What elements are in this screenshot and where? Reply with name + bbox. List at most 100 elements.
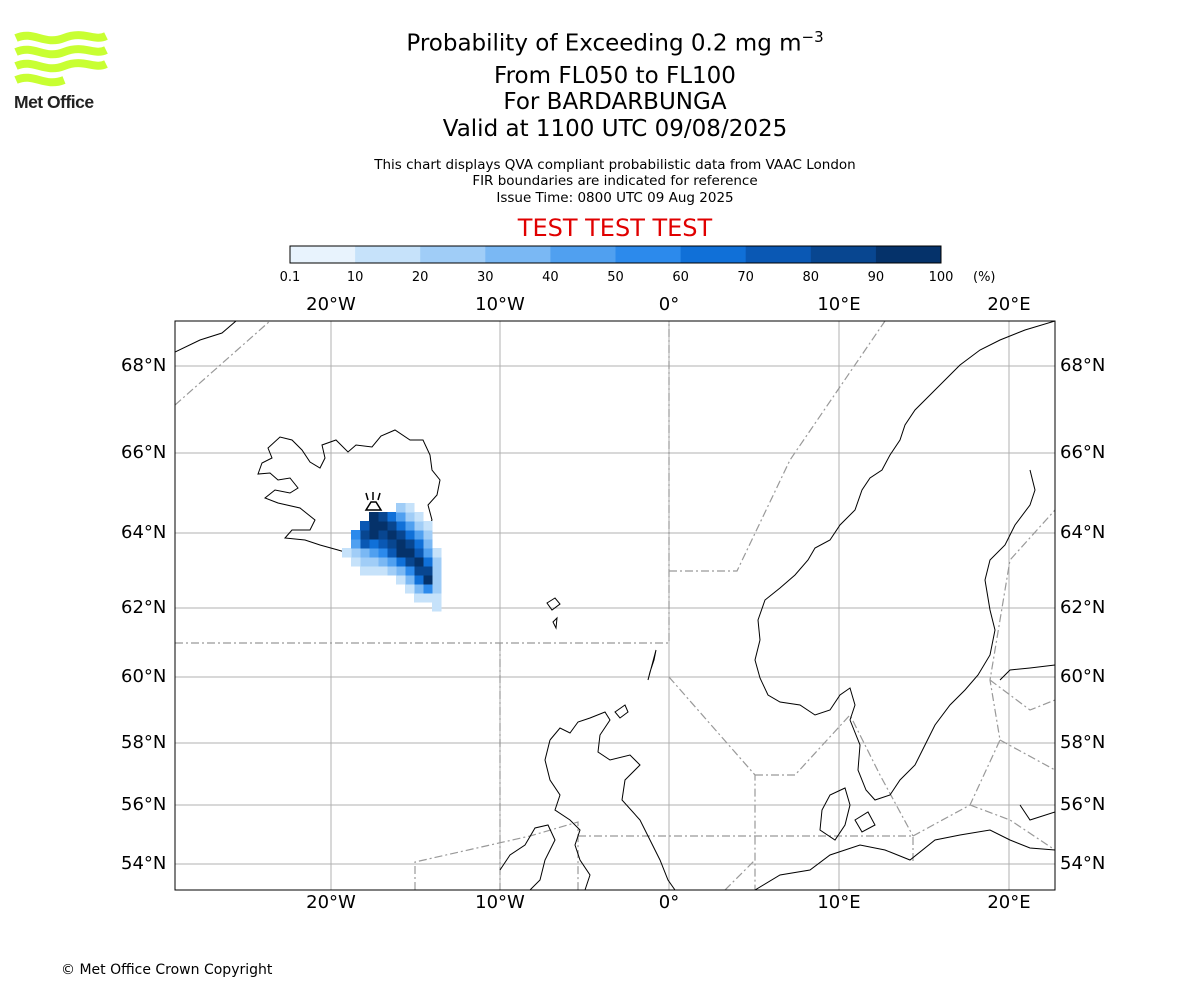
ash-cell — [387, 521, 397, 531]
colorbar-tick-label: 70 — [737, 270, 754, 285]
ash-cell — [414, 521, 424, 531]
latitude-label: 62°N — [121, 597, 167, 618]
ash-cell — [405, 575, 415, 585]
latitude-label: 60°N — [121, 666, 167, 687]
longitude-label: 0° — [658, 892, 680, 913]
issue-time: Issue Time: 0800 UTC 09 Aug 2025 — [496, 190, 734, 206]
ash-cell — [423, 530, 433, 540]
ash-cell — [378, 512, 388, 522]
colorbar-cell — [615, 246, 682, 263]
latitude-label: 56°N — [1060, 794, 1106, 815]
colorbar-tick-label: 40 — [542, 270, 559, 285]
met-office-waves-icon — [14, 31, 108, 87]
ash-cell — [405, 530, 415, 540]
longitude-label: 0° — [658, 294, 680, 315]
ash-cell — [405, 539, 415, 549]
ash-cell — [414, 566, 424, 576]
longitude-label: 20°E — [987, 294, 1031, 315]
ash-cell — [360, 566, 370, 576]
ash-cell — [396, 530, 406, 540]
ash-cell — [360, 521, 370, 531]
ash-cell — [414, 584, 424, 594]
ash-cell — [369, 539, 379, 549]
ash-cell — [396, 512, 406, 522]
ash-cell — [432, 575, 442, 585]
ash-cell — [378, 521, 388, 531]
ash-cell — [396, 521, 406, 531]
longitude-label: 20°W — [306, 294, 356, 315]
latitude-label: 66°N — [1060, 442, 1106, 463]
latitude-label: 64°N — [121, 522, 167, 543]
latitude-label: 54°N — [121, 853, 167, 874]
colorbar-tick-label: 10 — [346, 270, 364, 285]
note-fir: FIR boundaries are indicated for referen… — [472, 173, 758, 189]
fir-boundaries — [175, 321, 1055, 890]
ash-cell — [378, 566, 388, 576]
ash-cell — [432, 584, 442, 594]
latitude-label: 60°N — [1060, 666, 1106, 687]
map-frame — [174, 320, 1056, 891]
title-superscript: −3 — [801, 28, 824, 46]
ash-cell — [396, 539, 406, 549]
copyright: © Met Office Crown Copyright — [61, 962, 273, 978]
volcano-name: For BARDARBUNGA — [503, 89, 727, 115]
ash-cell — [387, 530, 397, 540]
colorbar — [289, 245, 942, 264]
ash-cell — [351, 557, 361, 567]
latitude-label: 64°N — [1060, 522, 1106, 543]
ash-cell — [387, 512, 397, 522]
ash-cell — [423, 548, 433, 558]
ash-cell — [405, 548, 415, 558]
ash-cell — [369, 548, 379, 558]
colorbar-tick-label: 100 — [928, 270, 954, 285]
colorbar-tick-label: 30 — [477, 270, 494, 285]
ash-cell — [369, 512, 379, 522]
volcano-icon — [364, 492, 383, 511]
ash-cell — [405, 557, 415, 567]
ash-cell — [423, 566, 433, 576]
ash-cell — [405, 521, 415, 531]
ash-probability-field — [342, 503, 442, 612]
chart-title: Probability of Exceeding 0.2 mg m−3 — [0, 28, 1200, 57]
latitude-label: 58°N — [121, 732, 167, 753]
latitude-label: 58°N — [1060, 732, 1106, 753]
ash-cell — [351, 539, 361, 549]
colorbar-tick-label: 90 — [867, 270, 885, 285]
longitude-label: 10°W — [475, 892, 525, 913]
flight-levels: From FL050 to FL100 — [494, 63, 736, 89]
ash-cell — [360, 530, 370, 540]
graticule — [175, 321, 1055, 890]
colorbar-tick-label: 0.1 — [279, 270, 301, 285]
ash-cell — [369, 566, 379, 576]
latitude-label: 56°N — [121, 794, 167, 815]
ash-cell — [423, 575, 433, 585]
latitude-label: 68°N — [1060, 355, 1106, 376]
ash-cell — [405, 566, 415, 576]
note-qva: This chart displays QVA compliant probab… — [374, 157, 856, 173]
colorbar-cell — [810, 246, 877, 263]
colorbar-cell — [485, 246, 551, 263]
met-office-logo: Met Office — [14, 30, 109, 115]
colorbar-unit: (%) — [973, 270, 996, 285]
ash-cell — [351, 548, 361, 558]
colorbar-cell — [680, 246, 747, 263]
colorbar-tick-label: 60 — [672, 270, 689, 285]
ash-cell — [396, 566, 406, 576]
ash-cell — [387, 566, 397, 576]
ash-cell — [369, 521, 379, 531]
ash-cell — [414, 512, 424, 522]
ash-cell — [378, 539, 388, 549]
longitude-label: 10°W — [475, 294, 525, 315]
ash-cell — [396, 557, 406, 567]
colorbar-cell — [420, 246, 486, 263]
ash-cell — [387, 548, 397, 558]
ash-cell — [369, 530, 379, 540]
longitude-label: 20°W — [306, 892, 356, 913]
colorbar-tick-label: 80 — [802, 270, 820, 285]
ash-cell — [378, 557, 388, 567]
ash-cell — [360, 539, 370, 549]
colorbar-tick-label: 20 — [411, 270, 429, 285]
test-banner: TEST TEST TEST — [517, 214, 713, 242]
ash-cell — [414, 548, 424, 558]
